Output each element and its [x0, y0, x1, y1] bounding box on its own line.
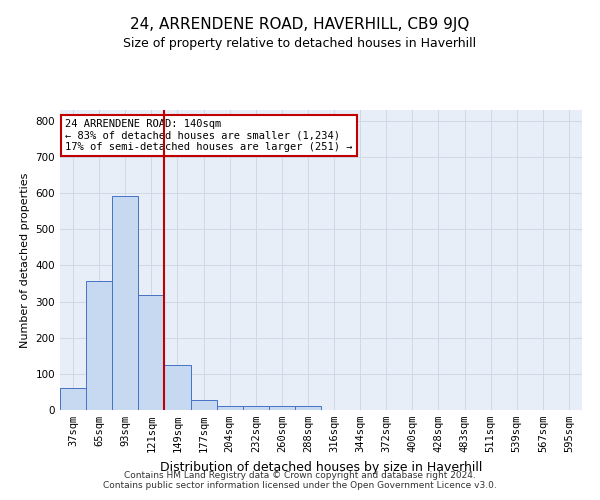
- Bar: [217, 406, 243, 410]
- Text: 24, ARRENDENE ROAD, HAVERHILL, CB9 9JQ: 24, ARRENDENE ROAD, HAVERHILL, CB9 9JQ: [130, 18, 470, 32]
- Bar: [164, 365, 191, 410]
- Bar: [242, 406, 269, 410]
- Y-axis label: Number of detached properties: Number of detached properties: [20, 172, 30, 348]
- Text: Contains HM Land Registry data © Crown copyright and database right 2024.
Contai: Contains HM Land Registry data © Crown c…: [103, 470, 497, 490]
- Bar: [139, 295, 164, 410]
- Bar: [295, 406, 321, 410]
- Bar: [112, 196, 139, 410]
- Bar: [191, 400, 217, 410]
- Text: 24 ARRENDENE ROAD: 140sqm
← 83% of detached houses are smaller (1,234)
17% of se: 24 ARRENDENE ROAD: 140sqm ← 83% of detac…: [65, 119, 353, 152]
- Bar: [60, 388, 86, 410]
- Text: Size of property relative to detached houses in Haverhill: Size of property relative to detached ho…: [124, 38, 476, 51]
- Bar: [269, 406, 295, 410]
- Bar: [86, 280, 112, 410]
- X-axis label: Distribution of detached houses by size in Haverhill: Distribution of detached houses by size …: [160, 460, 482, 473]
